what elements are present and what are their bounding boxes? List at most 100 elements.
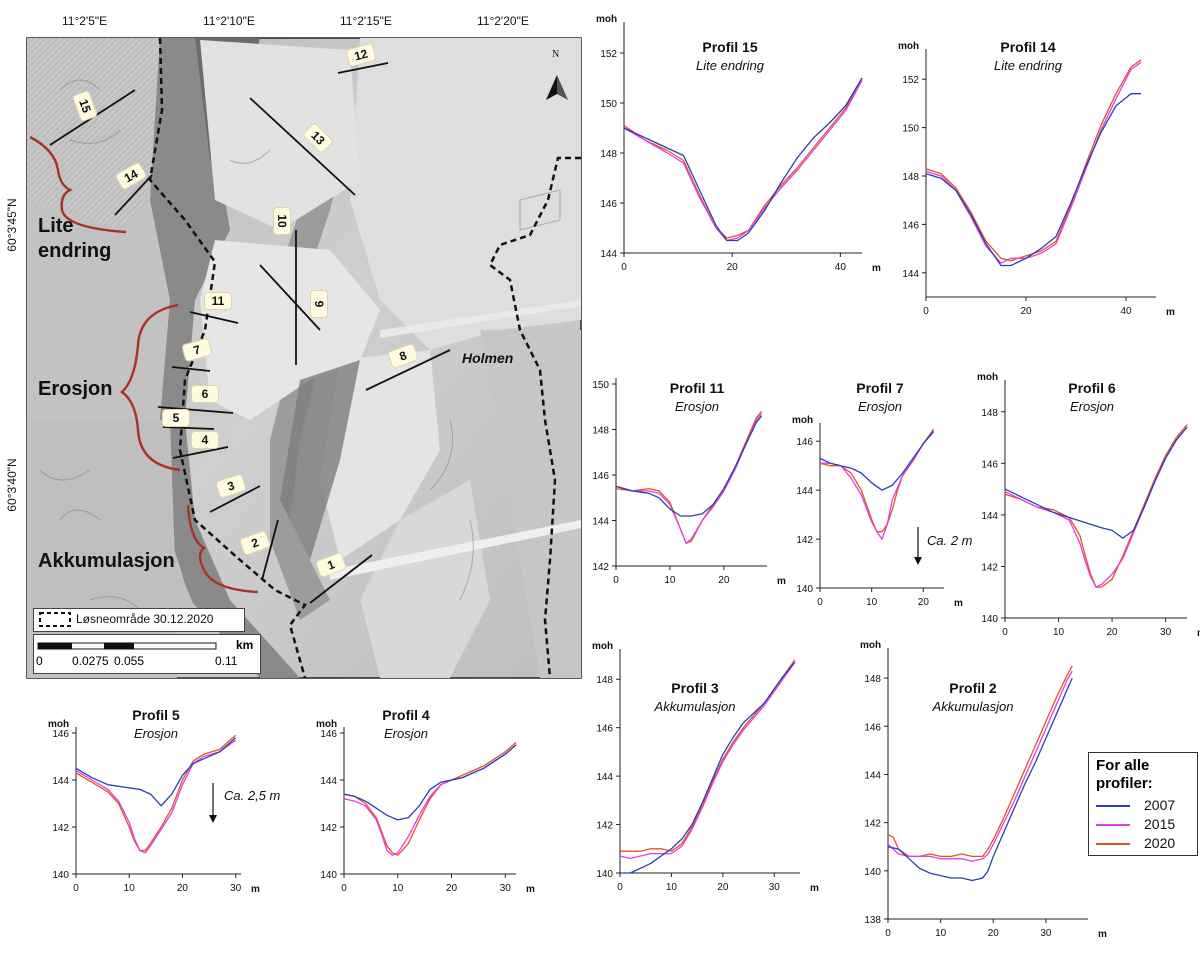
chart-subtitle: Akkumulasjon: [654, 699, 736, 714]
y-tick-label: 142: [981, 562, 998, 573]
y-tick-label: 146: [902, 220, 919, 231]
zone-label-lite: Lite: [38, 215, 74, 237]
zone-braces: [29, 135, 259, 594]
chart-subtitle: Erosjon: [675, 399, 719, 414]
dashed-boundary-icon: [39, 612, 71, 627]
y-tick-label: 142: [320, 823, 337, 834]
x-axis-label: m: [526, 884, 535, 895]
zone-label-endring: endring: [38, 240, 112, 262]
y-tick-label: 142: [796, 535, 813, 546]
brace-erosjon: [120, 303, 181, 472]
chart-subtitle: Erosjon: [384, 726, 428, 741]
x-tick-label: 0: [73, 883, 79, 894]
coord-top-1: 11°2'5"E: [62, 14, 108, 28]
series-line-p15-2007: [623, 77, 863, 242]
series-line-p14-2020: [925, 59, 1142, 262]
legend-swatch-2020: [1096, 843, 1130, 845]
chart-title: Profil 4: [382, 707, 430, 723]
y-tick-label: 142: [596, 821, 613, 832]
place-label-holmen: Holmen: [462, 350, 514, 366]
series-legend-items: 2007 2015 2020: [1096, 796, 1196, 853]
y-axis-label: moh: [977, 372, 998, 383]
x-tick-label: 0: [1002, 627, 1008, 638]
legend-item-2020: 2020: [1096, 834, 1196, 853]
x-tick-label: 20: [918, 597, 930, 608]
p5-magnitude-label: Ca. 2,5 m: [224, 788, 281, 803]
y-tick-label: 144: [592, 517, 609, 528]
profile-line-11: [189, 311, 239, 324]
y-tick-label: 148: [981, 408, 998, 419]
y-axis-label: moh: [860, 640, 881, 651]
legend-item-2015: 2015: [1096, 815, 1196, 834]
chart-title: Profil 7: [856, 380, 904, 396]
x-tick-label: 30: [1160, 627, 1172, 638]
series-line-p14-2007: [925, 93, 1141, 267]
y-tick-label: 142: [864, 819, 881, 830]
y-tick-label: 146: [320, 729, 337, 740]
profile-number-11: 11: [205, 293, 231, 309]
series-line-p7-2007: [819, 430, 935, 491]
profile-line-8: [365, 349, 451, 391]
profile-line-3: [209, 485, 261, 513]
chart-subtitle: Akkumulasjon: [932, 699, 1014, 714]
x-axis-label: m: [954, 598, 963, 609]
profile-line-9: [259, 264, 321, 331]
series-line-p14-2015: [925, 61, 1142, 264]
y-tick-label: 142: [592, 562, 609, 573]
x-tick-label: 40: [835, 262, 847, 273]
series-line-p11-2015: [615, 413, 763, 544]
x-tick-label: 30: [1040, 928, 1052, 939]
y-tick-label: 146: [592, 471, 609, 482]
series-line-p4-2020: [343, 741, 517, 856]
y-tick-label: 144: [796, 486, 813, 497]
x-tick-label: 10: [664, 575, 676, 586]
legend-label-2015: 2015: [1144, 816, 1176, 832]
x-tick-label: 30: [500, 883, 512, 894]
coord-top-4: 11°2'20"E: [477, 14, 529, 28]
y-tick-label: 148: [600, 149, 617, 160]
brace-lite-endring: [29, 135, 127, 234]
series-line-p5-2007: [75, 737, 237, 807]
y-tick-label: 152: [902, 75, 919, 86]
scale-tick-3: 0.11: [215, 654, 238, 668]
y-axis-label: moh: [898, 41, 919, 52]
chart-title: Profil 15: [702, 39, 757, 55]
chart-title: Profil 6: [1068, 380, 1116, 396]
y-axis-label: moh: [596, 14, 617, 25]
legend-label-2020: 2020: [1144, 835, 1176, 851]
x-tick-label: 10: [124, 883, 136, 894]
series-line-p4-2007: [343, 744, 517, 821]
x-tick-label: 10: [1053, 627, 1065, 638]
zone-label-erosjon: Erosjon: [38, 378, 113, 400]
north-label: N: [552, 49, 560, 60]
x-axis-label: m: [251, 884, 260, 895]
coord-top-3: 11°2'15"E: [340, 14, 392, 28]
profile-line-12: [337, 62, 389, 74]
profile-number-5: 5: [163, 410, 189, 426]
x-axis-label: m: [1098, 929, 1107, 940]
chart-p6: 140 142 144 146 148 0 10 20 30 moh m Profil 6 Erosjo…: [977, 372, 1200, 639]
y-tick-label: 146: [864, 722, 881, 733]
scale-bar-graphic: [37, 642, 217, 650]
chart-p5: 140 142 144 146 0 10 20 30 moh m Profil 5 Erosjon: [48, 707, 260, 895]
hillshade-terrain: [27, 38, 581, 678]
scale-tick-0: 0: [36, 654, 43, 668]
series-line-p15-2020: [623, 77, 863, 239]
x-tick-label: 10: [666, 882, 678, 893]
series-legend-title-line2: profiler:: [1096, 775, 1153, 792]
y-axis-label: moh: [592, 641, 613, 652]
p7-magnitude-label: Ca. 2 m: [927, 533, 973, 548]
chart-subtitle: Erosjon: [858, 399, 902, 414]
series-line-p6-2007: [1004, 426, 1188, 539]
x-axis-label: m: [777, 576, 786, 587]
x-tick-label: 20: [717, 882, 729, 893]
chart-title: Profil 11: [670, 380, 725, 396]
zone-label-lite-endring: Lite endring: [38, 214, 111, 264]
y-tick-label: 144: [981, 511, 998, 522]
series-line-p15-2015: [623, 80, 863, 242]
chart-subtitle: Lite endring: [994, 58, 1063, 73]
y-tick-label: 148: [592, 426, 609, 437]
chart-p11: 142 144 146 148 150 0 10 20 m Profil 11 Erosjon: [592, 378, 786, 587]
